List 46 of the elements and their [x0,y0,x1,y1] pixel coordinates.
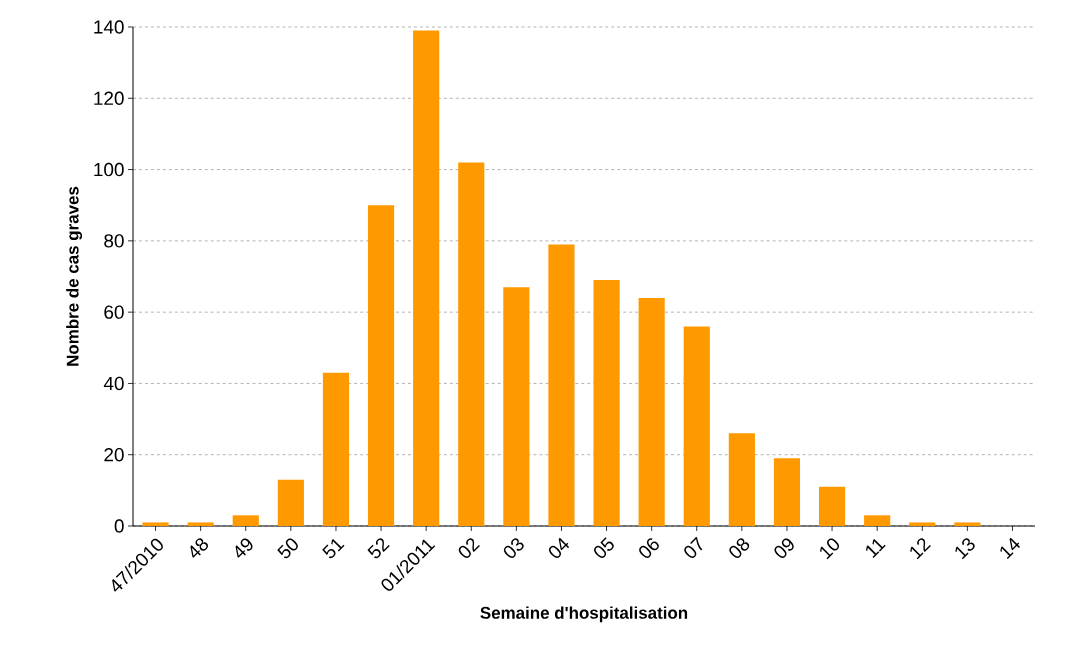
bar [954,522,981,526]
bar [548,244,575,526]
x-tick-label: 02 [458,538,480,558]
x-tick-label: 14 [1000,537,1020,560]
bar [864,515,891,526]
x-axis-title: Semaine d'hospitalisation [480,606,688,623]
x-tick-label: 12 [910,538,931,560]
bar [909,522,936,526]
x-tick-label: 13 [955,538,975,560]
x-tick-label: 08 [729,538,750,558]
bar [503,287,530,526]
bar [367,205,395,526]
bar [277,479,304,526]
y-tick-label: 40 [103,376,124,391]
bar [593,280,620,526]
x-tick-label: 04 [548,537,570,558]
bar [413,30,440,526]
bar [458,162,485,526]
x-tick-label: 11 [866,538,886,559]
bar [322,372,350,526]
bar [818,486,846,526]
bar [683,326,710,526]
y-tick-label: 20 [104,448,124,462]
bar [232,515,259,526]
y-axis-title: Nombre de cas graves [66,186,83,366]
bar [773,458,801,526]
x-tick-label: 09 [774,538,794,558]
bar [187,522,214,526]
y-tick-label: 60 [104,305,124,319]
x-tick-label: 07 [684,536,703,558]
x-tick-label: 10 [820,538,840,560]
y-tick-label: 120 [94,91,124,105]
x-tick-label: 51 [322,538,345,559]
x-tick-label: 03 [503,538,524,558]
x-tick-label: 48 [190,538,209,558]
x-tick-label: 49 [235,538,253,558]
y-tick-label: 100 [94,162,124,177]
x-tick-label: 05 [594,537,614,558]
bar [638,297,665,526]
y-tick-label: 140 [94,20,124,34]
y-tick-label: 80 [104,234,124,248]
bar [142,522,169,526]
x-tick-label: 06 [639,538,659,558]
x-tick-label: 50 [277,538,298,559]
y-tick-label: 0 [114,519,124,533]
bar [728,433,755,526]
